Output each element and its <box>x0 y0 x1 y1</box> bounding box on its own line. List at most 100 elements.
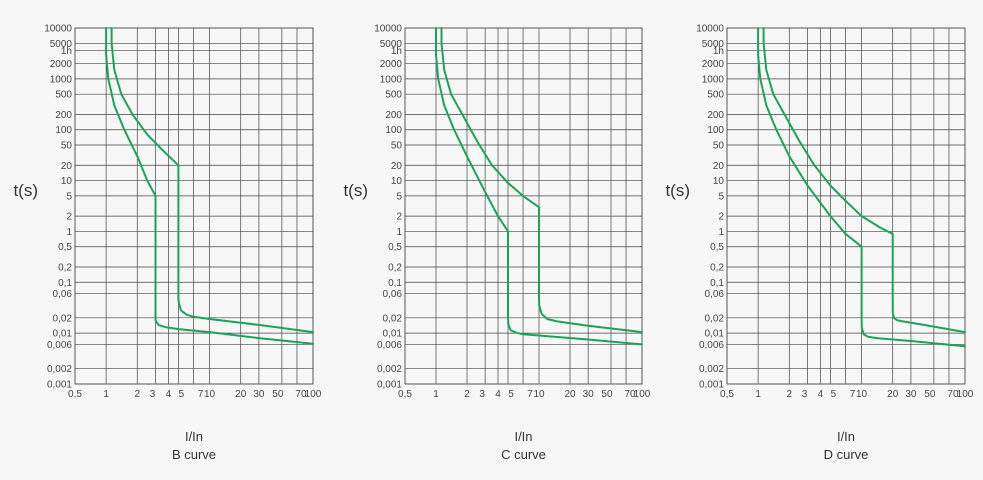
x-tick-label: 20 <box>235 389 247 400</box>
y-tick-label: 10 <box>61 176 73 187</box>
y-tick-label: 0,06 <box>383 289 403 300</box>
upper-limit-curve <box>762 27 966 334</box>
x-axis-label: I/In <box>185 429 203 444</box>
x-tick-label: 70 <box>947 389 959 400</box>
y-axis-label: t(s) <box>13 181 38 200</box>
upper-limit-curve <box>110 27 314 334</box>
y-tick-label: 1000 <box>702 74 725 85</box>
y-tick-label: 200 <box>55 110 72 121</box>
plot-frame <box>726 27 966 385</box>
y-tick-label: 0,06 <box>705 289 725 300</box>
y-tick-label: 0,5 <box>388 242 402 253</box>
x-tick-label: 3 <box>479 389 485 400</box>
y-tick-label: 0,001 <box>377 380 402 391</box>
y-tick-label: 0,001 <box>47 380 72 391</box>
lower-limit-curve <box>105 27 314 345</box>
x-tick-label: 50 <box>272 389 284 400</box>
y-axis-label: t(s) <box>665 181 690 200</box>
y-tick-label: 0,06 <box>53 289 73 300</box>
x-tick-label: 1 <box>103 389 109 400</box>
lower-limit-curve <box>435 27 643 346</box>
y-tick-label: 20 <box>391 161 403 172</box>
lower-limit-curve <box>757 27 966 348</box>
y-tick-label: 0,002 <box>377 364 402 375</box>
x-tick-label: 100 <box>957 389 974 400</box>
y-tick-label: 0,01 <box>383 329 403 340</box>
y-tick-label: 0,006 <box>47 340 72 351</box>
y-tick-label: 0,1 <box>388 278 402 289</box>
y-tick-label: 0,02 <box>705 313 725 324</box>
x-tick-label: 7 <box>527 389 533 400</box>
x-tick-label: 1 <box>433 389 439 400</box>
grid <box>405 28 642 384</box>
x-tick-label: 0,5 <box>68 389 82 400</box>
y-tick-label: 5 <box>718 191 724 202</box>
y-tick-label: 500 <box>385 90 402 101</box>
y-tick-label: 0,002 <box>47 364 72 375</box>
x-tick-label: 100 <box>634 389 651 400</box>
y-tick-label: 5 <box>396 191 402 202</box>
x-tick-label: 50 <box>924 389 936 400</box>
x-tick-label: 30 <box>905 389 917 400</box>
x-tick-label: 10 <box>533 389 545 400</box>
x-tick-label: 50 <box>601 389 613 400</box>
x-tick-label: 5 <box>831 389 837 400</box>
grid <box>75 28 313 384</box>
x-tick-label: 100 <box>305 389 322 400</box>
x-tick-label: 2 <box>464 389 470 400</box>
y-tick-label: 0,2 <box>710 262 724 273</box>
y-tick-label: 1h <box>61 46 72 57</box>
y-tick-label: 1h <box>391 46 402 57</box>
chart-title: B curve <box>172 447 216 462</box>
y-tick-label: 0,2 <box>388 262 402 273</box>
y-tick-label: 2000 <box>702 59 725 70</box>
x-tick-label: 0,5 <box>398 389 412 400</box>
y-tick-label: 2000 <box>380 59 403 70</box>
x-tick-label: 7 <box>198 389 204 400</box>
grid <box>727 28 965 384</box>
x-tick-label: 10 <box>856 389 868 400</box>
y-tick-label: 2000 <box>50 59 73 70</box>
x-tick-label: 20 <box>564 389 576 400</box>
y-tick-label: 0,1 <box>58 278 72 289</box>
y-tick-label: 0,001 <box>699 380 724 391</box>
y-tick-label: 0,2 <box>58 262 72 273</box>
y-tick-label: 1000 <box>50 74 73 85</box>
y-tick-label: 200 <box>707 110 724 121</box>
x-tick-label: 30 <box>253 389 265 400</box>
y-tick-label: 0,01 <box>705 329 725 340</box>
y-tick-label: 10 <box>713 176 725 187</box>
y-tick-label: 50 <box>61 141 73 152</box>
y-tick-label: 0,002 <box>699 364 724 375</box>
y-tick-label: 0,5 <box>710 242 724 253</box>
y-tick-label: 5 <box>66 191 72 202</box>
y-tick-label: 50 <box>391 141 403 152</box>
x-tick-label: 3 <box>150 389 156 400</box>
plot-frame <box>74 27 314 385</box>
x-axis-label: I/In <box>514 429 532 444</box>
x-tick-label: 2 <box>134 389 140 400</box>
y-axis-label: t(s) <box>343 181 368 200</box>
y-tick-label: 100 <box>707 125 724 136</box>
y-tick-label: 0,1 <box>710 278 724 289</box>
upper-limit-curve <box>440 27 643 334</box>
y-tick-label: 20 <box>61 161 73 172</box>
y-tick-label: 5000 <box>380 39 403 50</box>
x-axis-label: I/In <box>837 429 855 444</box>
plot-frame <box>404 27 643 385</box>
x-tick-label: 5 <box>179 389 185 400</box>
chart-title: D curve <box>824 447 869 462</box>
y-tick-label: 0,006 <box>699 340 724 351</box>
y-tick-label: 1 <box>396 227 402 238</box>
y-tick-label: 0,006 <box>377 340 402 351</box>
x-tick-label: 10 <box>204 389 216 400</box>
y-tick-label: 100 <box>385 125 402 136</box>
y-tick-label: 10000 <box>696 24 724 35</box>
y-tick-label: 0,02 <box>53 313 73 324</box>
y-tick-label: 1 <box>66 227 72 238</box>
x-tick-label: 70 <box>295 389 307 400</box>
x-tick-label: 3 <box>802 389 808 400</box>
x-tick-label: 70 <box>624 389 636 400</box>
